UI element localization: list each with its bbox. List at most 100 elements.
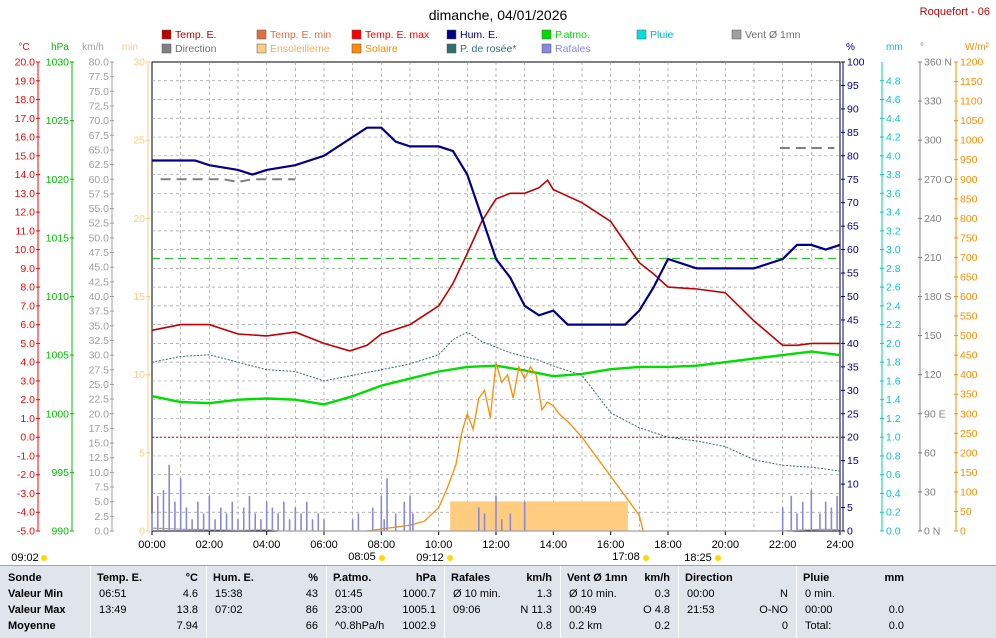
legend-swatch [161,29,172,40]
axis-tick-label: 70.0 [89,115,110,127]
legend-swatch [351,43,362,54]
axis-tick-label: 50 [960,506,972,518]
legend-swatch [161,43,172,54]
axis-tick-label: 50.0 [89,232,110,244]
axis-unit-dir: ° [920,42,924,53]
axis-tick-label: 35 [847,361,859,373]
stats-column-title: Temp. E. [97,572,143,584]
axis-tick-label: 2.0 [886,338,901,350]
axis-tick-label: -4.0 [17,507,35,519]
stats-row-label: Moyenne [8,620,56,632]
axis-tick-label: 11.0 [15,225,35,237]
axis-tick-label: 35.0 [89,320,110,332]
sun-icon [643,555,649,561]
axis-tick-label: 2.0 [20,394,35,406]
axis-tick-label: 210 [924,252,942,264]
stats-cell-time: Total: [805,620,832,632]
stats-cell-row: 00:49 O 4.8 [561,602,678,618]
axis-tick-label: 3.0 [886,244,901,256]
stats-column-header: Vent Ø 1mn km/h [561,570,678,586]
axis-tick-label: 4.6 [886,94,901,106]
axis-tick-label: 5 [139,447,145,459]
stats-cell-row: 7.94 [91,618,206,634]
stats-cell-row: Ø 10 min. 0.3 [561,586,678,602]
stats-cell-time: 0 min. [805,588,835,600]
stats-cell-row: Total: 0.0 [797,618,912,634]
axis-tick-label: 0 [847,526,853,538]
axis-tick-label: 990 [51,526,69,538]
axis-tick-label: 52.5 [89,218,110,230]
axis-hum: %100959085807570656055504540353025201510… [841,42,865,538]
stats-column-title: Pluie [803,572,830,584]
axis-tick-label: 550 [960,311,978,323]
x-tick-label: 20:00 [712,539,740,551]
stats-column: Temp. E. °C 06:51 4.6 13:49 13.8 7.94 [90,566,206,638]
axis-tick-label: 4.4 [886,113,901,125]
axis-tick-label: -1.0 [17,450,35,462]
axis-tick-label: 5 [847,502,853,514]
stats-column-title: Vent Ø 1mn [567,572,628,584]
stats-cell-row: 0.2 km 0.2 [561,618,678,634]
axis-tick-label: 1000 [46,408,70,420]
x-tick-label: 12:00 [482,539,510,551]
stats-cell-value: 0.2 [654,620,670,632]
axis-tick-label: 30 [847,385,859,397]
stats-cell-value: 1002.9 [402,620,436,632]
axis-tick-label: 16.0 [15,132,36,144]
legend-swatch [446,29,457,40]
axis-tick-label: 0 [960,526,966,538]
axis-tick-label: 900 [960,174,978,186]
axis-tick-label: 0.4 [886,488,901,500]
sun-marker-label: 08:05 [348,551,376,563]
stats-cell-value: 0.0 [888,620,904,632]
stats-cell-time: 00:00 [687,588,715,600]
stats-cell-value: O 4.8 [643,604,670,616]
series-ensoleilleme [450,501,628,531]
axis-tick-label: 10 [133,369,145,381]
axis-solar: W/m²120011501100105010009509008508007507… [954,42,990,538]
axis-tick-label: 150 [924,330,942,342]
legend-label: Temp. E. [175,29,216,41]
axis-tick-label: 77.5 [89,71,110,83]
axis-unit-temp: °C [18,42,29,53]
series-rafales [151,464,838,531]
axis-tick-label: 17.0 [15,113,36,125]
stats-row-label-line: Moyenne [0,618,89,634]
stats-cell-row: 13:49 13.8 [91,602,206,618]
stats-cell-value: 0.8 [536,620,552,632]
axis-tick-label: 90 E [924,408,946,420]
stats-cell-value: 1005.1 [402,604,436,616]
stats-column-unit: °C [185,572,198,584]
sun-marker-label: 17:08 [612,551,640,563]
stats-column-title: Direction [685,572,733,584]
axis-tick-label: 40 [847,338,859,350]
axis-tick-label: 0.0 [886,526,901,538]
axis-tick-label: 27.5 [89,364,110,376]
axis-press: hPa 1030 1025 1020 1015 1010 1005 1000 995 990 [46,42,74,538]
axis-tick-label: 45.0 [89,262,110,274]
sun-marker-label: 09:02 [11,552,39,564]
stats-cell-row: 0 [679,618,796,634]
stats-cell-time: 06:51 [99,588,127,600]
axis-tick-label: 0.6 [886,469,901,481]
legend-label: Rafales [555,43,591,55]
x-tick-label: 04:00 [253,539,281,551]
legend-label: Vent Ø 1mn [745,29,801,41]
stats-column: Hum. E.% 15:38 43 07:02 86 66 [206,566,326,638]
stats-cell-time: 00:00 [805,604,833,616]
stats-cell-value: 0.3 [654,588,670,600]
axis-tick-label: 1.2 [886,413,901,425]
axis-unit-solar: W/m² [965,42,990,53]
axis-tick-label: 80 [847,150,859,162]
stats-column-header: Hum. E.% [207,570,326,586]
axis-tick-label: 15.0 [89,438,110,450]
stats-cell-value: 13.8 [176,604,198,616]
stats-cell-time: ^0.8hPa/h [335,620,385,632]
stats-cell-row: 01:45 1000.7 [327,586,444,602]
axis-tick-label: 950 [960,154,978,166]
stats-cell-time: 00:49 [569,604,597,616]
axis-tick-label: 7.0 [20,300,35,312]
x-axis: 00:00 02:00 04:00 06:00 08:00 10:00 12:00 14:00… [138,531,854,551]
axis-tick-label: 10 [847,479,859,491]
stats-cell-time: 01:45 [335,588,363,600]
